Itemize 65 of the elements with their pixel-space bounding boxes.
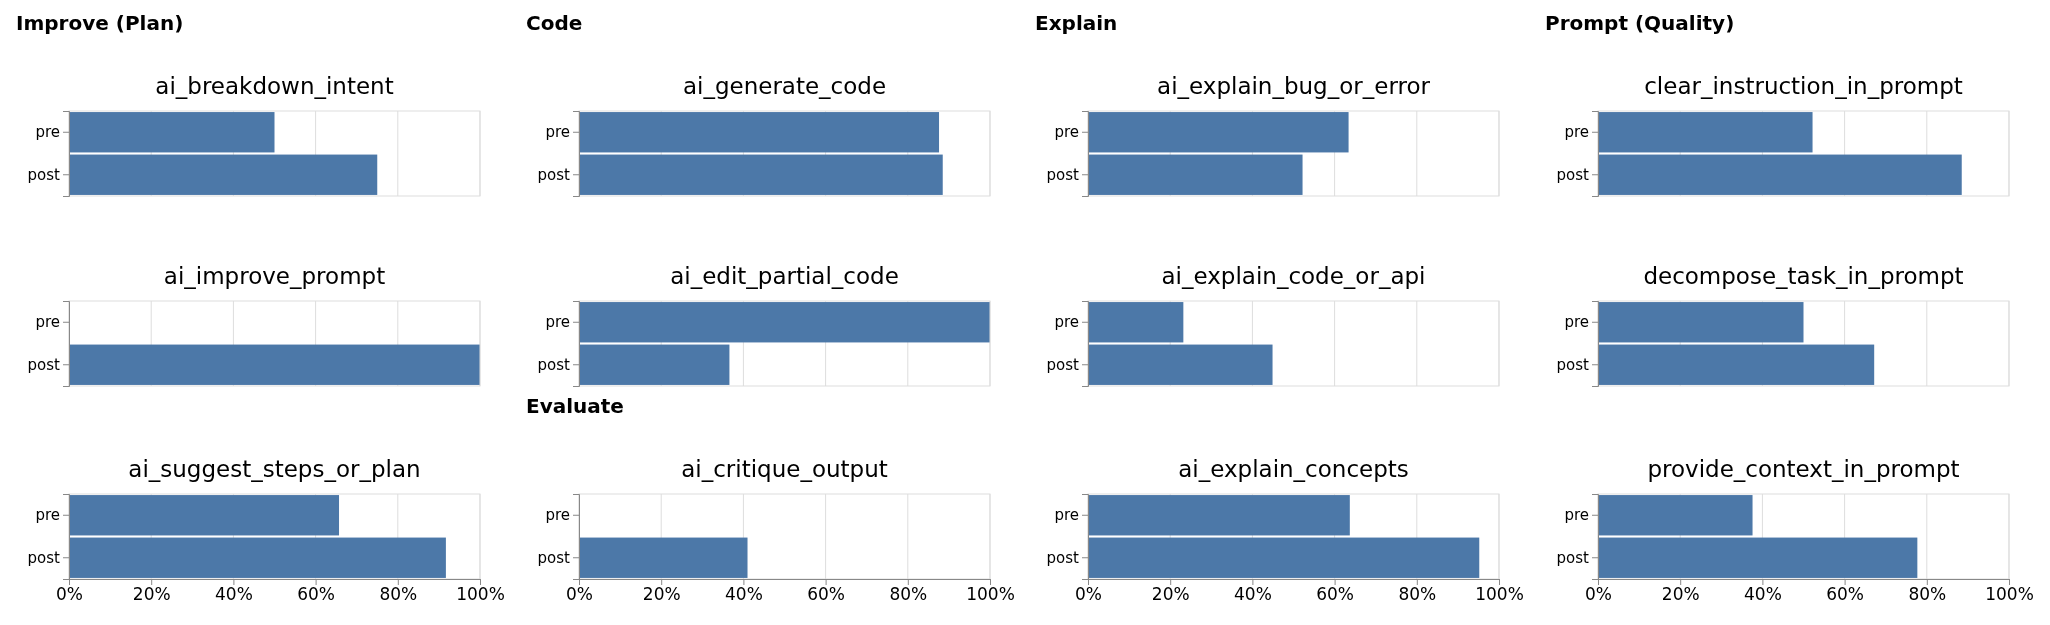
x-tick-label: 40% [1744,584,1782,605]
y-tick-label: pre [1054,313,1079,332]
x-tick-label: 20% [1151,584,1190,605]
chart-title: ai_improve_prompt [163,263,386,289]
x-tick-label: 100% [966,584,1015,605]
text: Evaluate [526,394,624,418]
x-tick-label: 0% [56,584,83,605]
x-tick-label: 100% [1475,584,1524,605]
text: Explain [1035,11,1118,35]
x-tick-label: 60% [297,584,335,605]
y-tick-label: pre [1054,506,1079,525]
x-tick-label: 20% [132,584,171,605]
y-tick-label: pre [545,506,570,525]
y-tick-label: post [27,548,61,567]
x-tick-label: 20% [642,584,681,605]
y-tick-label: post [1046,355,1080,374]
text: Code [526,11,583,35]
y-tick-label: pre [545,313,570,332]
x-tick-label: 100% [1985,584,2034,605]
x-tick-label: 40% [1234,584,1272,605]
y-tick-label: pre [1564,506,1589,525]
chart-title: provide_context_in_prompt [1647,456,1960,482]
chart-title: ai_explain_concepts [1178,456,1409,482]
x-tick-label: 0% [1075,584,1102,605]
y-tick-label: pre [35,123,60,142]
y-tick-label: pre [1564,123,1589,142]
x-tick-label: 40% [725,584,763,605]
chart-title: decompose_task_in_prompt [1643,263,1964,289]
y-tick-label: post [27,355,61,374]
y-tick-label: post [537,355,571,374]
chart-title: ai_explain_code_or_api [1161,263,1426,289]
x-tick-label: 40% [215,584,253,605]
y-tick-label: pre [35,313,60,332]
x-tick-label: 60% [1316,584,1354,605]
y-tick-label: post [1046,548,1080,567]
x-tick-label: 80% [1398,584,1437,605]
y-tick-label: post [1556,548,1590,567]
x-tick-label: 0% [1585,584,1612,605]
x-tick-label: 100% [456,584,505,605]
chart-title: clear_instruction_in_prompt [1644,73,1963,99]
x-tick-label: 60% [1826,584,1864,605]
y-tick-label: post [1556,355,1590,374]
chart-title: ai_explain_bug_or_error [1157,73,1431,99]
chart-title: ai_breakdown_intent [155,73,394,99]
y-tick-label: pre [545,123,570,142]
y-tick-label: post [27,165,61,184]
chart-title: ai_generate_code [682,73,887,99]
x-tick-label: 80% [379,584,418,605]
x-tick-label: 0% [566,584,593,605]
y-tick-label: pre [1054,123,1079,142]
y-tick-label: post [537,165,571,184]
y-tick-label: post [1556,165,1590,184]
y-tick-label: post [1046,165,1080,184]
chart-title: ai_critique_output [681,456,888,482]
y-tick-label: pre [1564,313,1589,332]
text: Improve (Plan) [16,11,184,35]
y-tick-label: post [537,548,571,567]
x-tick-label: 80% [889,584,928,605]
chart-title: ai_suggest_steps_or_plan [128,456,421,482]
chart-title: ai_edit_partial_code [670,263,899,289]
text: Prompt (Quality) [1545,11,1735,35]
x-tick-label: 60% [807,584,845,605]
x-tick-label: 80% [1908,584,1947,605]
x-tick-label: 20% [1661,584,1700,605]
y-tick-label: pre [35,506,60,525]
